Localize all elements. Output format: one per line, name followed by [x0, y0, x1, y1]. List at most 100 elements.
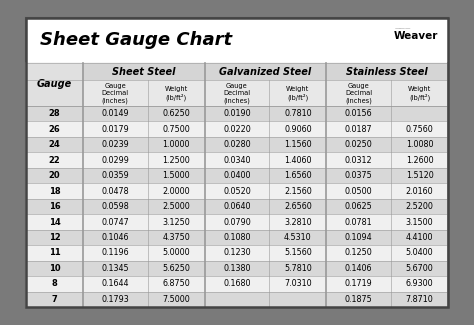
- Text: 10: 10: [49, 264, 60, 273]
- Text: 1.5000: 1.5000: [162, 171, 190, 180]
- Text: 1.0000: 1.0000: [163, 140, 190, 149]
- Text: 0.1046: 0.1046: [101, 233, 129, 242]
- Bar: [26, 106, 448, 122]
- Bar: [326, 63, 448, 80]
- Text: ———: ———: [395, 27, 411, 32]
- Text: 4.5310: 4.5310: [284, 233, 312, 242]
- Text: 1.0080: 1.0080: [406, 140, 433, 149]
- Text: Weight
(lb/ft²): Weight (lb/ft²): [286, 86, 310, 101]
- Text: 0.0640: 0.0640: [223, 202, 251, 211]
- Bar: [326, 80, 448, 106]
- Text: Sheet Gauge Chart: Sheet Gauge Chart: [40, 31, 232, 49]
- Text: 0.1345: 0.1345: [101, 264, 129, 273]
- Text: Stainless Steel: Stainless Steel: [346, 67, 428, 76]
- Text: 0.0790: 0.0790: [223, 217, 251, 227]
- Text: 3.1500: 3.1500: [406, 217, 433, 227]
- Text: 3.2810: 3.2810: [284, 217, 312, 227]
- Bar: [26, 276, 448, 292]
- Text: 0.1230: 0.1230: [223, 249, 251, 257]
- Text: 0.0625: 0.0625: [345, 202, 373, 211]
- Text: 14: 14: [49, 217, 60, 227]
- Text: 18: 18: [49, 187, 60, 196]
- Text: 7.0310: 7.0310: [284, 280, 312, 288]
- Text: 0.1875: 0.1875: [345, 295, 373, 304]
- Text: 0.0747: 0.0747: [101, 217, 129, 227]
- Bar: [26, 63, 83, 106]
- Text: 1.2500: 1.2500: [162, 156, 190, 165]
- Text: 22: 22: [49, 156, 60, 165]
- Text: 0.7500: 0.7500: [162, 125, 190, 134]
- Text: 8: 8: [52, 280, 57, 288]
- Text: 0.0220: 0.0220: [223, 125, 251, 134]
- Text: 0.1250: 0.1250: [345, 249, 373, 257]
- Bar: [26, 245, 448, 261]
- Bar: [83, 80, 205, 106]
- Text: 3.1250: 3.1250: [162, 217, 190, 227]
- Text: 0.0299: 0.0299: [101, 156, 129, 165]
- Bar: [26, 152, 448, 168]
- Bar: [26, 230, 448, 245]
- Text: 2.6560: 2.6560: [284, 202, 312, 211]
- Text: 0.7810: 0.7810: [284, 109, 312, 118]
- Text: 0.1644: 0.1644: [101, 280, 129, 288]
- Text: 1.2600: 1.2600: [406, 156, 433, 165]
- Bar: [26, 18, 448, 63]
- Text: Gauge
Decimal
(inches): Gauge Decimal (inches): [102, 83, 129, 104]
- Text: 0.1094: 0.1094: [345, 233, 373, 242]
- Text: 0.0400: 0.0400: [223, 171, 251, 180]
- Bar: [26, 261, 448, 276]
- Text: 5.0000: 5.0000: [162, 249, 190, 257]
- Bar: [26, 168, 448, 183]
- Text: 0.0190: 0.0190: [223, 109, 251, 118]
- Bar: [83, 63, 205, 80]
- Text: 5.6700: 5.6700: [406, 264, 433, 273]
- Text: 2.1560: 2.1560: [284, 187, 312, 196]
- Text: 5.7810: 5.7810: [284, 264, 312, 273]
- Text: 0.7560: 0.7560: [406, 125, 433, 134]
- Text: 7: 7: [52, 295, 57, 304]
- Bar: [26, 122, 448, 137]
- Text: 4.4100: 4.4100: [406, 233, 433, 242]
- Text: 0.0340: 0.0340: [223, 156, 251, 165]
- Text: 0.0598: 0.0598: [101, 202, 129, 211]
- Text: 0.6250: 0.6250: [162, 109, 190, 118]
- Text: 5.6250: 5.6250: [162, 264, 190, 273]
- Text: 26: 26: [49, 125, 60, 134]
- Text: 12: 12: [49, 233, 60, 242]
- Text: 0.1793: 0.1793: [101, 295, 129, 304]
- Text: 20: 20: [49, 171, 60, 180]
- Text: 2.0160: 2.0160: [406, 187, 433, 196]
- Text: Gauge
Decimal
(inches): Gauge Decimal (inches): [223, 83, 251, 104]
- Bar: [26, 199, 448, 214]
- Text: 0.0500: 0.0500: [345, 187, 373, 196]
- Text: Weight
(lb/ft²): Weight (lb/ft²): [408, 86, 431, 101]
- Text: 0.1406: 0.1406: [345, 264, 373, 273]
- Text: 6.8750: 6.8750: [162, 280, 190, 288]
- Bar: [26, 214, 448, 230]
- Text: Weaver: Weaver: [394, 31, 438, 41]
- Bar: [205, 63, 326, 80]
- Text: 6.9300: 6.9300: [406, 280, 433, 288]
- Text: 0.1380: 0.1380: [223, 264, 251, 273]
- Text: 2.5000: 2.5000: [162, 202, 190, 211]
- Text: 0.0187: 0.0187: [345, 125, 373, 134]
- Text: 0.1680: 0.1680: [223, 280, 251, 288]
- Text: 0.0250: 0.0250: [345, 140, 373, 149]
- Text: 16: 16: [49, 202, 60, 211]
- Text: 4.3750: 4.3750: [162, 233, 190, 242]
- Text: 1.4060: 1.4060: [284, 156, 311, 165]
- Text: 0.0280: 0.0280: [223, 140, 251, 149]
- Text: 0.0179: 0.0179: [101, 125, 129, 134]
- Bar: [26, 137, 448, 152]
- Text: 11: 11: [49, 249, 60, 257]
- Text: 7.5000: 7.5000: [162, 295, 190, 304]
- Text: 0.0375: 0.0375: [345, 171, 373, 180]
- Text: 24: 24: [49, 140, 60, 149]
- Text: 0.1196: 0.1196: [101, 249, 129, 257]
- Text: 0.1719: 0.1719: [345, 280, 373, 288]
- Text: 0.9060: 0.9060: [284, 125, 312, 134]
- Text: 2.0000: 2.0000: [162, 187, 190, 196]
- Text: 0.0312: 0.0312: [345, 156, 373, 165]
- Bar: [26, 183, 448, 199]
- Bar: [205, 80, 326, 106]
